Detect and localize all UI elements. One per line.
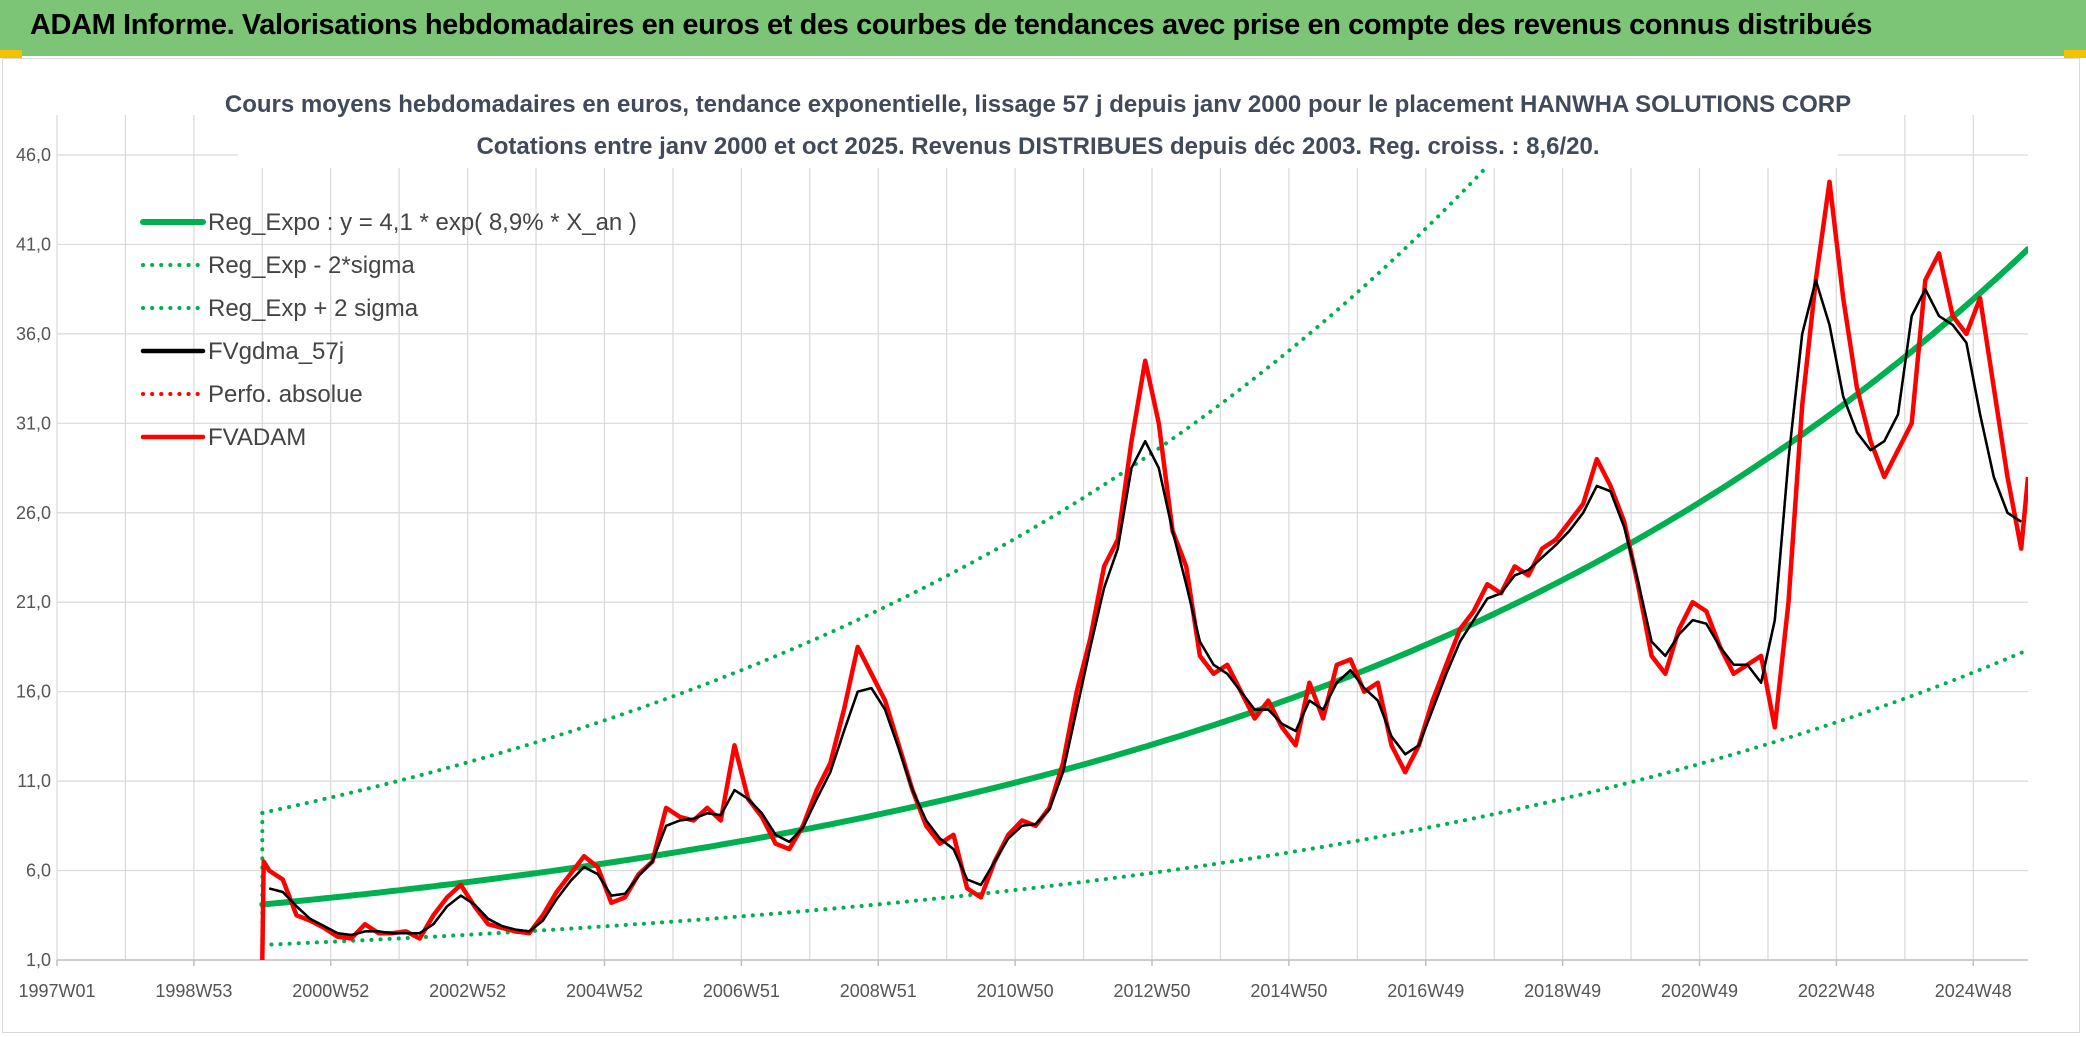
x-tick-label: 2022W48 [1798,981,1875,1001]
y-tick-label: 41,0 [16,234,51,254]
banner-accent-right [2064,50,2086,58]
legend-label: FVADAM [208,424,306,451]
x-tick-label: 1997W01 [18,981,95,1001]
legend: Reg_Expo : y = 4,1 * exp( 8,9% * X_an ) R… [140,209,637,451]
fvgdma-line-top [268,279,2022,937]
y-tick-label: 36,0 [16,324,51,344]
chart-subtitle: Cotations entre janv 2000 et oct 2025. R… [476,133,1599,160]
x-tick-label: 2004W52 [566,981,643,1001]
x-tick-label: 2016W49 [1387,981,1464,1001]
x-tick-label: 2006W51 [703,981,780,1001]
banner-accent-left [0,50,22,58]
x-tick-label: 2014W50 [1250,981,1327,1001]
y-tick-label: 11,0 [17,771,51,791]
y-tick-label: 6,0 [26,861,51,881]
header-banner: ADAM Informe. Valorisations hebdomadaire… [0,0,2086,56]
legend-label: Reg_Expo : y = 4,1 * exp( 8,9% * X_an ) [208,209,637,236]
x-tick-label: 1998W53 [155,981,232,1001]
y-tick-label: 1,0 [26,950,51,970]
x-tick-label: 2012W50 [1113,981,1190,1001]
series-layer [259,90,2028,960]
x-tick-label: 2008W51 [840,981,917,1001]
y-tick-label: 31,0 [16,413,51,433]
fvadam-line [260,179,2028,960]
y-tick-label: 46,0 [16,145,51,165]
title-backdrop [238,88,1838,168]
y-tick-label: 21,0 [16,592,51,612]
chart-frame [2,58,2080,1033]
x-tick-label: 2018W49 [1524,981,1601,1001]
reg-lower-line [260,647,2028,947]
legend-label: Perfo. absolue [208,381,363,408]
legend-label: Reg_Exp - 2*sigma [208,252,415,279]
y-tick-label: 26,0 [16,503,51,523]
x-tick-label: 2002W52 [429,981,506,1001]
legend-label: Reg_Exp + 2 sigma [208,295,419,322]
x-tick-label: 2000W52 [292,981,369,1001]
y-tick-label: 16,0 [16,682,51,702]
x-tick-label: 2024W48 [1935,981,2012,1001]
chart-title: Cours moyens hebdomadaires en euros, ten… [225,91,1851,118]
legend-label: FVgdma_57j [208,338,344,365]
grid [56,115,2028,961]
x-tick-label: 2010W50 [977,981,1054,1001]
axes: 1,0 6,0 11,0 16,0 21,0 26,0 31,0 36,0 41,0 46,0 19… [16,145,2028,1001]
x-tick-label: 2020W49 [1661,981,1738,1001]
reg-expo-line [259,246,2028,908]
fvgdma-line [268,278,2022,937]
report-title: ADAM Informe. Valorisations hebdomadaire… [30,9,1873,41]
